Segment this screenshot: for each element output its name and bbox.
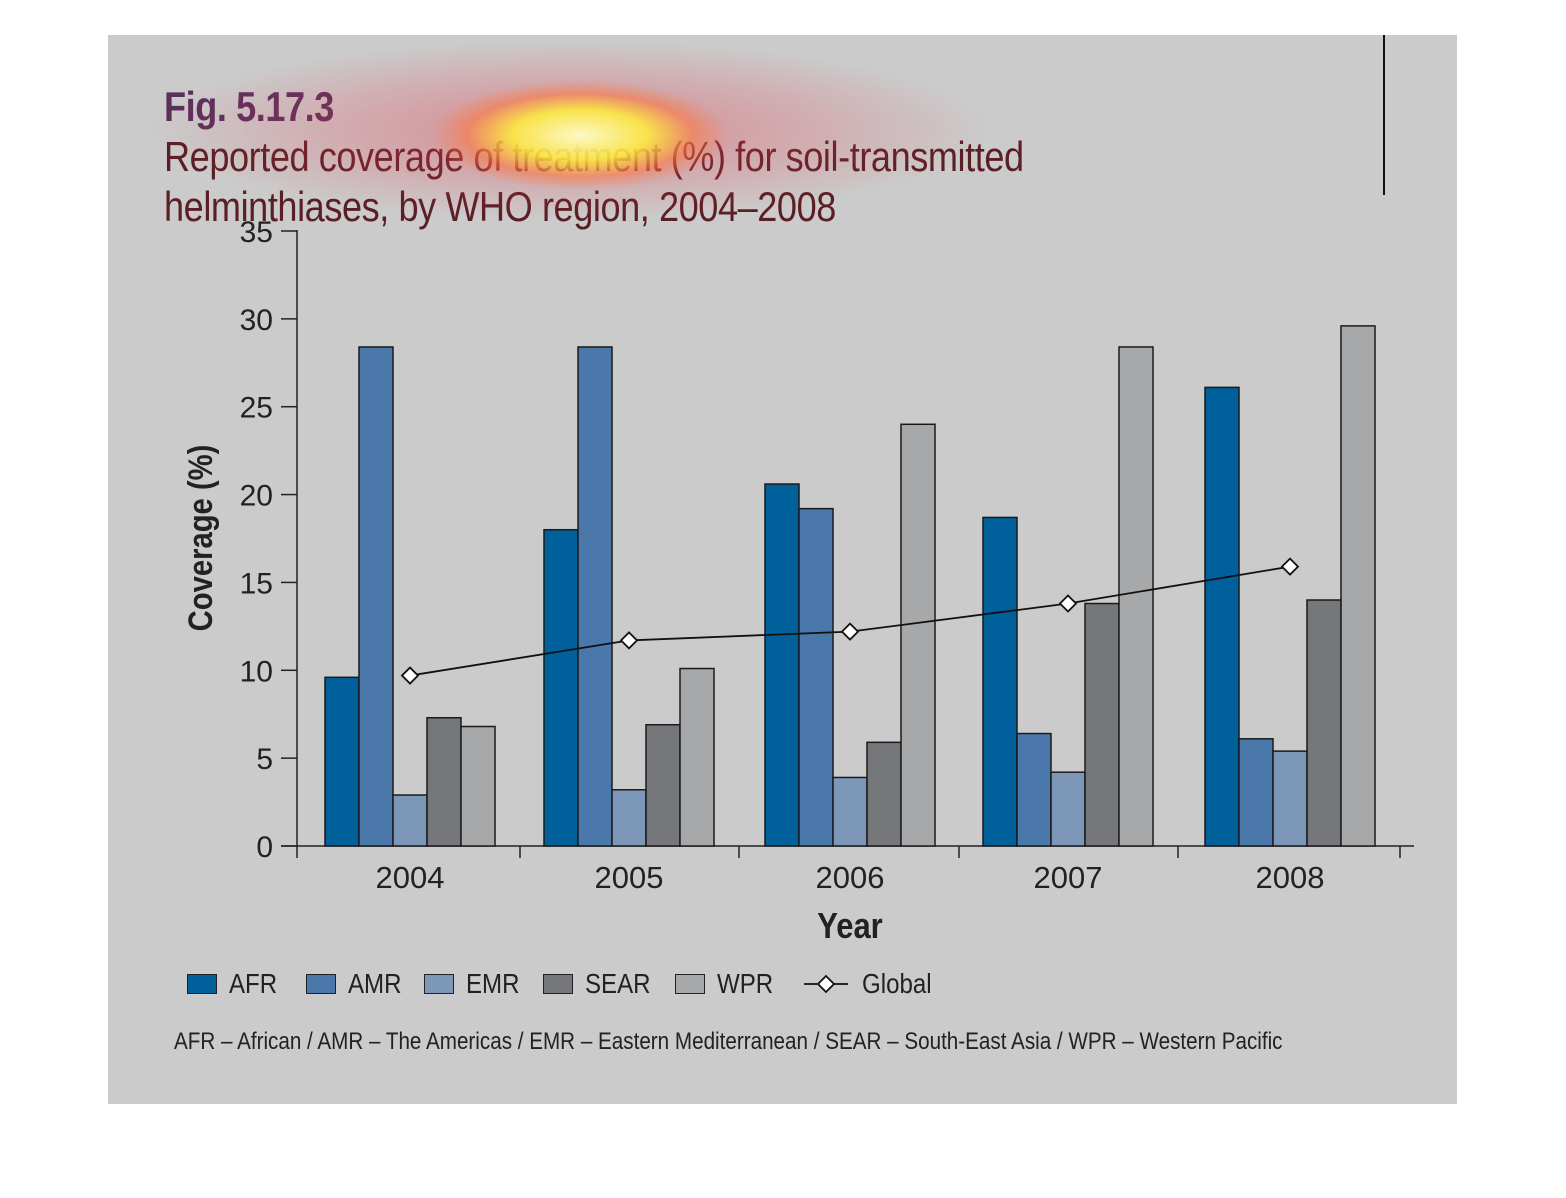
bar-emr-2005 (611, 789, 647, 847)
bar-amr-2005 (577, 346, 613, 847)
bar-afr-2008 (1204, 386, 1240, 847)
y-tick-label: 20 (240, 480, 273, 513)
y-tick-label: 35 (240, 216, 273, 249)
global-point-2006 (840, 622, 860, 641)
bar-amr-2006 (798, 507, 834, 847)
bar-afr-2004 (324, 676, 360, 847)
legend-label: SEAR (585, 968, 651, 999)
x-tick-label: 2007 (1034, 860, 1103, 895)
legend-swatch (675, 974, 705, 994)
y-tick-label: 0 (256, 831, 273, 864)
bar-amr-2007 (1016, 732, 1052, 847)
bar-amr-2008 (1238, 738, 1274, 847)
global-line (409, 565, 1291, 677)
global-point-2007 (1058, 594, 1078, 613)
global-point-2005 (619, 631, 639, 650)
x-axis-title: Year (817, 907, 882, 947)
x-tick-label: 2005 (595, 860, 664, 895)
x-tick-label: 2006 (816, 860, 885, 895)
bar-emr-2004 (392, 794, 428, 847)
bar-wpr-2004 (460, 725, 496, 847)
x-tick-label: 2008 (1256, 860, 1325, 895)
diamond-icon (804, 974, 848, 994)
legend-label: WPR (717, 968, 774, 999)
bar-emr-2008 (1272, 750, 1308, 847)
legend-swatch (306, 974, 336, 994)
legend-label: AFR (229, 968, 278, 999)
bar-amr-2004 (358, 346, 394, 847)
legend-swatch (424, 974, 454, 994)
global-point-2004 (400, 666, 420, 685)
legend-swatch (187, 974, 217, 994)
legend-label: AMR (348, 968, 402, 999)
legend-label: Global (862, 968, 932, 999)
y-tick-label: 10 (240, 655, 273, 688)
y-tick-label: 25 (240, 392, 273, 425)
y-tick-label: 30 (240, 304, 273, 337)
bar-sear-2007 (1084, 602, 1120, 847)
footnote: AFR – African / AMR – The Americas / EMR… (174, 1028, 1283, 1055)
bar-wpr-2007 (1118, 346, 1154, 847)
bar-sear-2006 (866, 741, 902, 847)
y-tick-label: 15 (240, 567, 273, 600)
bar-wpr-2008 (1340, 325, 1376, 847)
x-tick-label: 2004 (376, 860, 445, 895)
bar-afr-2005 (543, 528, 579, 847)
bar-afr-2006 (764, 483, 800, 847)
bar-afr-2007 (982, 516, 1018, 847)
bar-wpr-2006 (900, 423, 936, 847)
legend-label: EMR (466, 968, 520, 999)
y-axis-title: Coverage (%) (181, 445, 220, 632)
bar-sear-2005 (645, 724, 681, 847)
global-point-2008 (1280, 557, 1300, 576)
bar-sear-2008 (1306, 599, 1342, 847)
margin-rule (1383, 35, 1385, 195)
bar-sear-2004 (426, 716, 462, 847)
bar-emr-2006 (832, 776, 868, 847)
y-tick-label: 5 (256, 743, 273, 776)
bar-wpr-2005 (679, 667, 715, 847)
bar-emr-2007 (1050, 771, 1086, 847)
legend-swatch (543, 974, 573, 994)
